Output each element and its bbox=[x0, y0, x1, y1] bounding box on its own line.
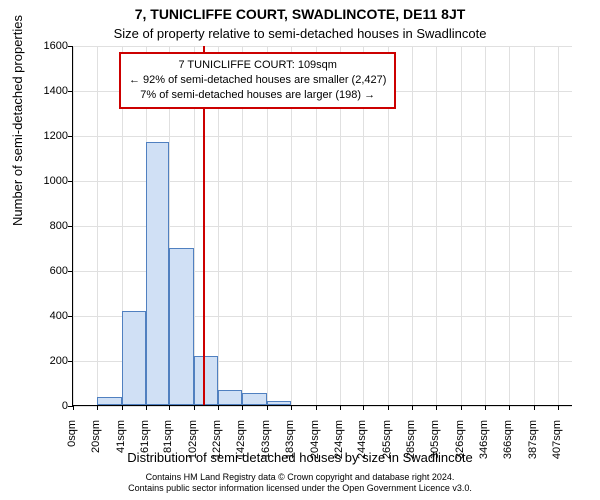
xtick-label: 285sqm bbox=[405, 420, 417, 470]
xtick-mark bbox=[291, 405, 292, 410]
xtick-label: 366sqm bbox=[502, 420, 514, 470]
xtick-mark bbox=[122, 405, 123, 410]
ytick-label: 400 bbox=[18, 310, 68, 322]
xtick-label: 61sqm bbox=[139, 420, 151, 470]
annotation-line-1: 7 TUNICLIFFE COURT: 109sqm bbox=[129, 58, 386, 73]
xtick-mark bbox=[194, 405, 195, 410]
histogram-bar bbox=[169, 248, 194, 406]
xtick-label: 163sqm bbox=[260, 420, 272, 470]
ytick-label: 800 bbox=[18, 220, 68, 232]
annotation-line-3: 7% of semi-detached houses are larger (1… bbox=[129, 88, 386, 103]
histogram-bar bbox=[97, 397, 122, 405]
xtick-mark bbox=[485, 405, 486, 410]
ytick-mark bbox=[68, 271, 73, 272]
gridline-h bbox=[73, 46, 572, 47]
xtick-mark bbox=[218, 405, 219, 410]
ytick-mark bbox=[68, 181, 73, 182]
ytick-label: 1600 bbox=[18, 40, 68, 52]
xtick-label: 346sqm bbox=[478, 420, 490, 470]
xtick-label: 41sqm bbox=[115, 420, 127, 470]
xtick-label: 102sqm bbox=[187, 420, 199, 470]
ytick-mark bbox=[68, 361, 73, 362]
xtick-label: 326sqm bbox=[454, 420, 466, 470]
annotation-line-2: ← 92% of semi-detached houses are smalle… bbox=[129, 73, 386, 88]
xtick-mark bbox=[146, 405, 147, 410]
histogram-bar bbox=[242, 393, 267, 405]
xtick-mark bbox=[534, 405, 535, 410]
xtick-label: 224sqm bbox=[333, 420, 345, 470]
xtick-mark bbox=[388, 405, 389, 410]
xtick-label: 20sqm bbox=[90, 420, 102, 470]
plot-area: 7 TUNICLIFFE COURT: 109sqm ← 92% of semi… bbox=[72, 46, 572, 406]
xtick-mark bbox=[97, 405, 98, 410]
ytick-mark bbox=[68, 91, 73, 92]
ytick-label: 1200 bbox=[18, 130, 68, 142]
xtick-mark bbox=[169, 405, 170, 410]
gridline-h bbox=[73, 406, 572, 407]
ytick-mark bbox=[68, 136, 73, 137]
annotation-box: 7 TUNICLIFFE COURT: 109sqm ← 92% of semi… bbox=[119, 52, 396, 109]
xtick-mark bbox=[73, 405, 74, 410]
xtick-label: 122sqm bbox=[211, 420, 223, 470]
xtick-label: 265sqm bbox=[381, 420, 393, 470]
xtick-label: 204sqm bbox=[309, 420, 321, 470]
ytick-label: 1400 bbox=[18, 85, 68, 97]
xtick-label: 81sqm bbox=[162, 420, 174, 470]
xtick-mark bbox=[316, 405, 317, 410]
chart-container: 7, TUNICLIFFE COURT, SWADLINCOTE, DE11 8… bbox=[0, 0, 600, 500]
xtick-label: 407sqm bbox=[551, 420, 563, 470]
xtick-mark bbox=[363, 405, 364, 410]
ytick-label: 600 bbox=[18, 265, 68, 277]
xtick-mark bbox=[558, 405, 559, 410]
ytick-mark bbox=[68, 316, 73, 317]
ytick-mark bbox=[68, 46, 73, 47]
histogram-bar bbox=[146, 142, 170, 405]
xtick-mark bbox=[461, 405, 462, 410]
xtick-mark bbox=[436, 405, 437, 410]
xtick-mark bbox=[340, 405, 341, 410]
ytick-label: 200 bbox=[18, 355, 68, 367]
footer-text: Contains HM Land Registry data © Crown c… bbox=[0, 472, 600, 494]
histogram-bar bbox=[267, 401, 291, 406]
histogram-bar bbox=[194, 356, 218, 406]
footer-line-2: Contains public sector information licen… bbox=[0, 483, 600, 494]
xtick-label: 142sqm bbox=[235, 420, 247, 470]
xtick-label: 387sqm bbox=[527, 420, 539, 470]
chart-subtitle: Size of property relative to semi-detach… bbox=[0, 26, 600, 41]
histogram-bar bbox=[218, 390, 242, 405]
ytick-label: 0 bbox=[18, 400, 68, 412]
ytick-mark bbox=[68, 226, 73, 227]
histogram-bar bbox=[122, 311, 146, 406]
xtick-mark bbox=[412, 405, 413, 410]
footer-line-1: Contains HM Land Registry data © Crown c… bbox=[0, 472, 600, 483]
xtick-label: 244sqm bbox=[356, 420, 368, 470]
xtick-mark bbox=[242, 405, 243, 410]
xtick-mark bbox=[509, 405, 510, 410]
xtick-label: 0sqm bbox=[66, 420, 78, 470]
xtick-label: 305sqm bbox=[429, 420, 441, 470]
gridline-h bbox=[73, 136, 572, 137]
ytick-label: 1000 bbox=[18, 175, 68, 187]
xtick-mark bbox=[267, 405, 268, 410]
xtick-label: 183sqm bbox=[284, 420, 296, 470]
chart-title: 7, TUNICLIFFE COURT, SWADLINCOTE, DE11 8… bbox=[0, 6, 600, 22]
